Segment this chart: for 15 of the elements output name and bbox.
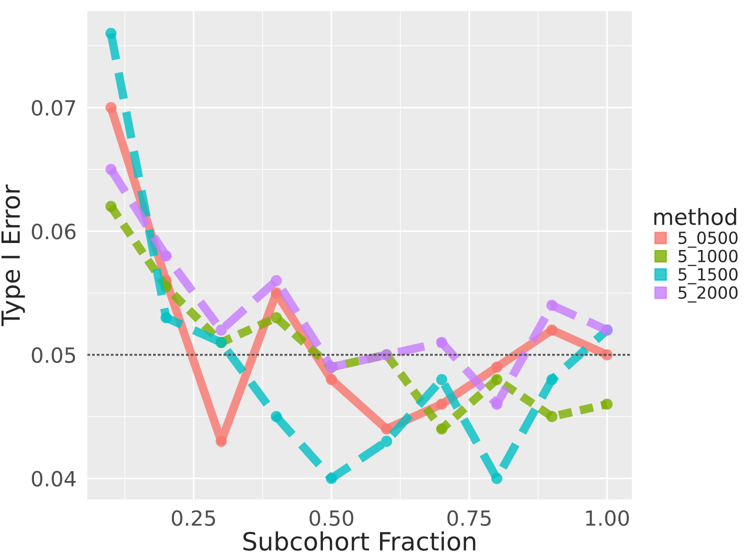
legend-title: method bbox=[654, 208, 736, 226]
legend-label: 5_2000 bbox=[678, 286, 738, 303]
y-tick-label: 0.07 bbox=[32, 100, 76, 116]
legend-label: 5_1000 bbox=[678, 250, 738, 266]
legend-label: 5_1500 bbox=[678, 268, 738, 284]
y-axis-title: Type I Error bbox=[1, 184, 25, 326]
x-tick-label: 0.75 bbox=[447, 510, 491, 526]
y-tick-label: 0.04 bbox=[32, 470, 76, 487]
x-tick-label: 1.00 bbox=[586, 510, 629, 526]
legend-label: 5_0500 bbox=[678, 231, 738, 248]
x-tick-label: 0.50 bbox=[310, 510, 354, 526]
y-tick-label: 0.05 bbox=[32, 347, 76, 363]
x-axis-title: Subcohort Fraction bbox=[243, 531, 476, 551]
x-tick-label: 0.25 bbox=[172, 510, 216, 526]
y-tick-label: 0.06 bbox=[32, 224, 76, 240]
